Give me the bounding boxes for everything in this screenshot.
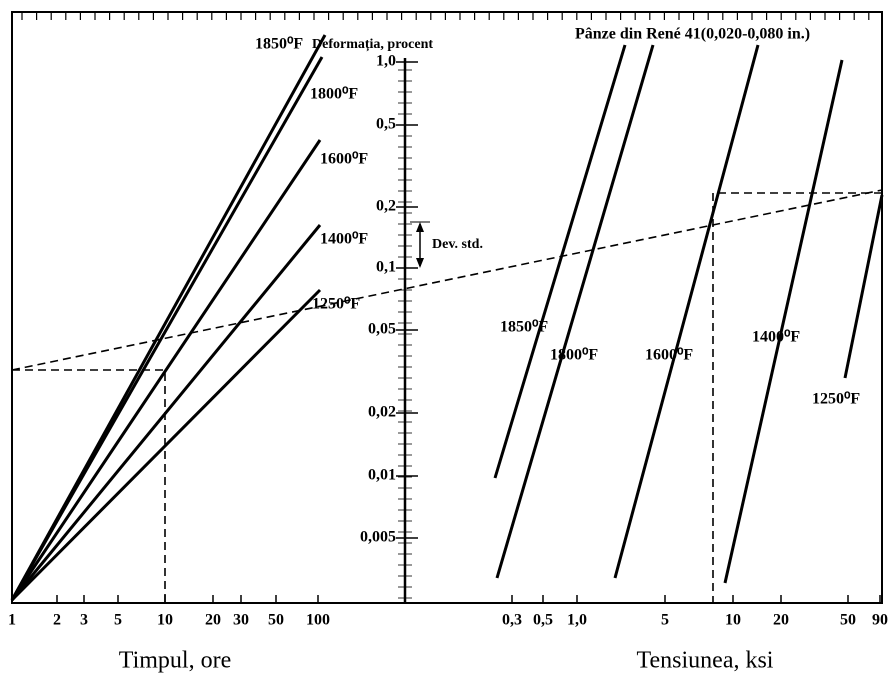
x-tick-label: 5 [114,612,122,629]
x-tick-label: 30 [233,612,249,629]
curve-label: 1600⁰F [320,151,368,168]
x-tick-label: 90 [872,612,888,629]
x-tick-label: 50 [268,612,284,629]
curve [843,194,884,379]
x-tick-label: 0,5 [533,612,553,629]
curve-label: 1800⁰F [550,347,598,364]
curve [10,139,322,601]
x-tick-label: 10 [157,612,173,629]
left-curves [10,34,327,602]
curve [10,288,322,602]
curve [10,56,324,601]
curve-label: 1250⁰F [812,391,860,408]
ticks [11,12,881,603]
curve-label: 1850⁰F [500,319,548,336]
curve [613,44,760,579]
right-curves [493,44,884,584]
std-dev-label: Dev. std. [432,237,483,252]
curve-label: 1400⁰F [752,329,800,346]
x-tick-label: 1,0 [567,612,587,629]
curve-label: 1850⁰F [255,36,303,53]
y-tick-label: 1,0 [376,53,396,70]
x-tick-label: 20 [773,612,789,629]
x-tick-label: 1 [8,612,16,629]
x-tick-label: 2 [53,612,61,629]
x-tick-label: 50 [840,612,856,629]
dashed-line [712,192,882,603]
y-tick-label: 0,5 [376,116,396,133]
curve [495,44,655,579]
dashed-line [11,189,883,371]
curve-label: 1400⁰F [320,231,368,248]
curve [723,59,844,584]
curve [10,224,322,601]
y-tick-label: 0,005 [360,529,396,546]
construction-lines [11,189,883,603]
y-tick-label: 0,1 [376,259,396,276]
x-tick-label: 20 [205,612,221,629]
curve-label: 1250⁰F [312,296,360,313]
x-axis-title: Timpul, ore [119,648,231,674]
y-tick-label: 0,2 [376,198,396,215]
curve [493,44,627,479]
x-tick-label: 3 [80,612,88,629]
title: Pânze din René 41(0,020-0,080 in.) [575,26,810,43]
frame [11,11,883,604]
std-dev-arrow [410,221,430,268]
y-tick-label: 0,02 [368,404,396,421]
x-axis-title: Tensiunea, ksi [637,648,774,674]
y-tick-label: 0,01 [368,467,396,484]
x-tick-label: 0,3 [502,612,522,629]
y-tick-label: 0,05 [368,321,396,338]
curve-label: 1600⁰F [645,347,693,364]
x-tick-label: 100 [306,612,330,629]
x-tick-label: 10 [725,612,741,629]
curve-label: 1800⁰F [310,86,358,103]
y-axis-label: Deformația, procent [312,37,433,52]
x-tick-label: 5 [661,612,669,629]
